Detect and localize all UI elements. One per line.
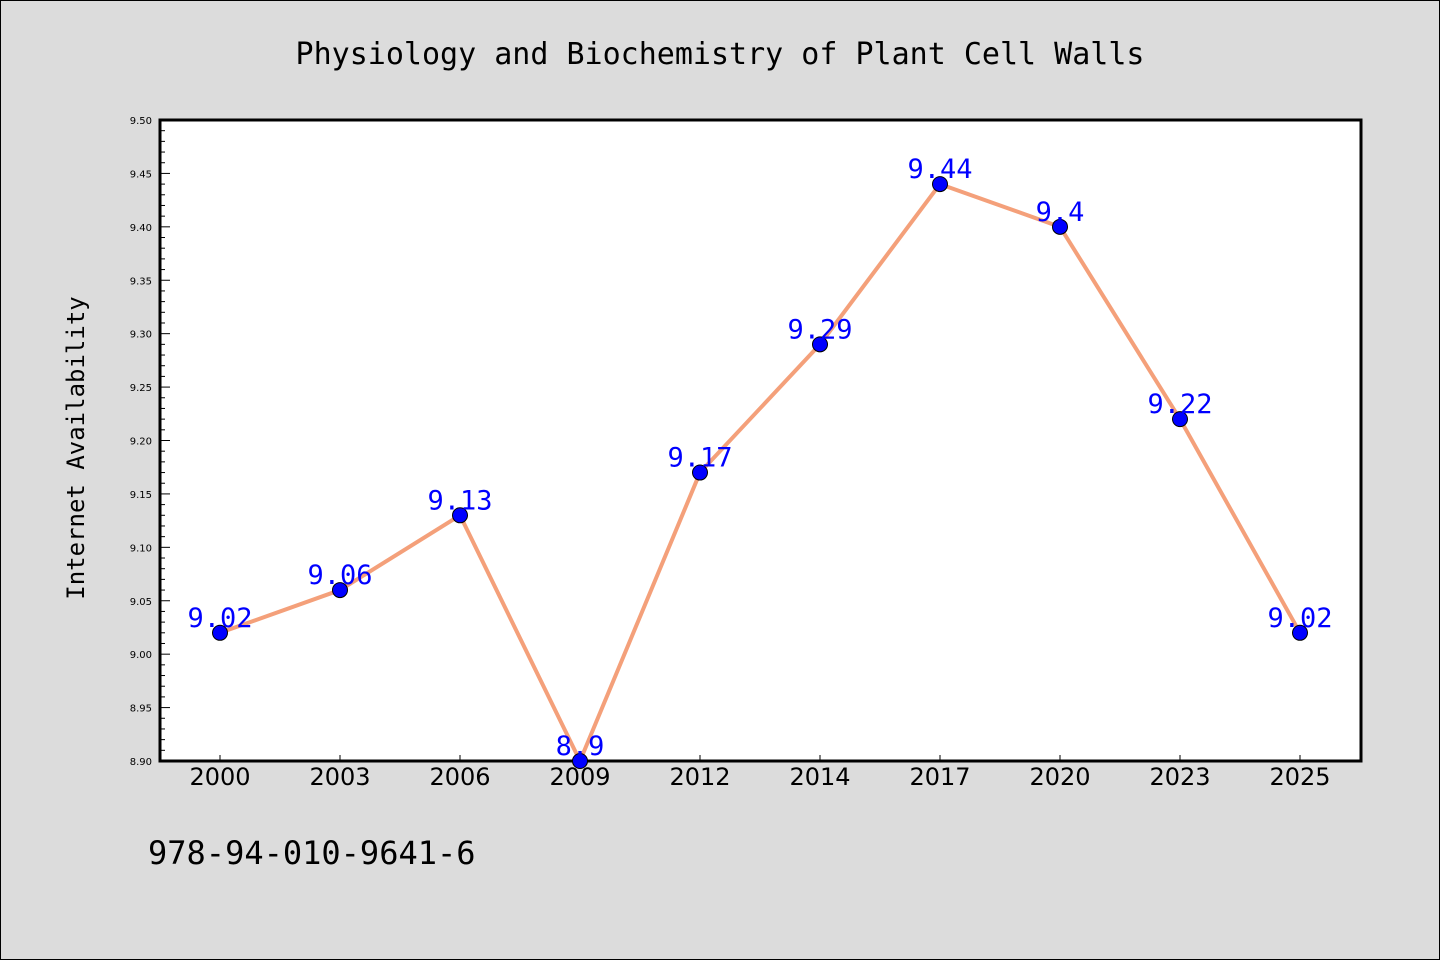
y-tick-label: 9.45 [130,169,152,180]
y-tick-label: 9.15 [130,490,152,501]
x-tick-label: 2020 [1029,763,1090,791]
data-point [1172,411,1188,428]
data-label: 9.17 [667,443,732,474]
data-label: 9.06 [307,560,372,591]
series-group [212,176,1308,769]
data-point [332,582,348,599]
x-tick-label: 2023 [1149,763,1210,791]
data-point [572,753,588,769]
y-tick-label: 9.05 [130,597,152,608]
data-label: 9.02 [1267,603,1332,634]
data-label: 9.22 [1147,389,1212,420]
y-tick-label: 9.20 [130,437,152,448]
data-label: 9.02 [187,603,252,634]
x-tick-label: 2014 [789,763,850,791]
x-tick-label: 2025 [1269,763,1330,791]
x-tick-label: 2003 [309,763,370,791]
y-tick-label: 9.40 [130,223,152,234]
series-line [219,182,1302,763]
data-point [932,176,948,193]
x-axis: 2000 2003 2006 2009 2012 2014 2017 2020 2023 2025 [189,755,1331,791]
data-label: 9.44 [907,154,972,185]
y-tick-label: 9.10 [130,543,152,554]
data-point [1052,218,1068,235]
data-point [212,624,228,641]
data-point [812,336,828,353]
data-label: 9.29 [787,314,852,345]
x-tick-label: 2012 [669,763,730,791]
x-tick-label: 2000 [189,763,250,791]
x-tick-label: 2006 [429,763,490,791]
y-tick-label: 9.30 [130,330,152,341]
y-tick-label: 8.95 [130,704,152,715]
x-tick-label: 2017 [909,763,970,791]
y-tick-label: 9.25 [130,383,152,394]
y-tick-label: 8.90 [130,757,152,768]
isbn-text: 978-94-010-9641-6 [148,834,476,872]
data-label: 8.9 [556,731,605,762]
y-tick-label: 9.50 [130,116,152,127]
y-axis: 8.90 8.95 9.00 9.05 9.10 9.15 9.20 9.25 9.30 9.35… [130,116,170,768]
data-point [1292,624,1308,641]
y-axis-label: Internet Availability [62,296,90,599]
data-label: 9.4 [1036,197,1085,228]
data-point [692,464,708,481]
y-tick-label: 9.00 [130,650,152,661]
data-label: 9.13 [427,485,492,516]
chart-title: Physiology and Biochemistry of Plant Cel… [296,37,1145,72]
data-point [452,507,468,524]
data-labels: 9.02 9.06 9.13 8.9 9.17 9.29 9.44 9.4 9.22 9.02 [187,154,1332,762]
plot-area [158,118,1363,763]
y-tick-label: 9.35 [130,276,152,287]
